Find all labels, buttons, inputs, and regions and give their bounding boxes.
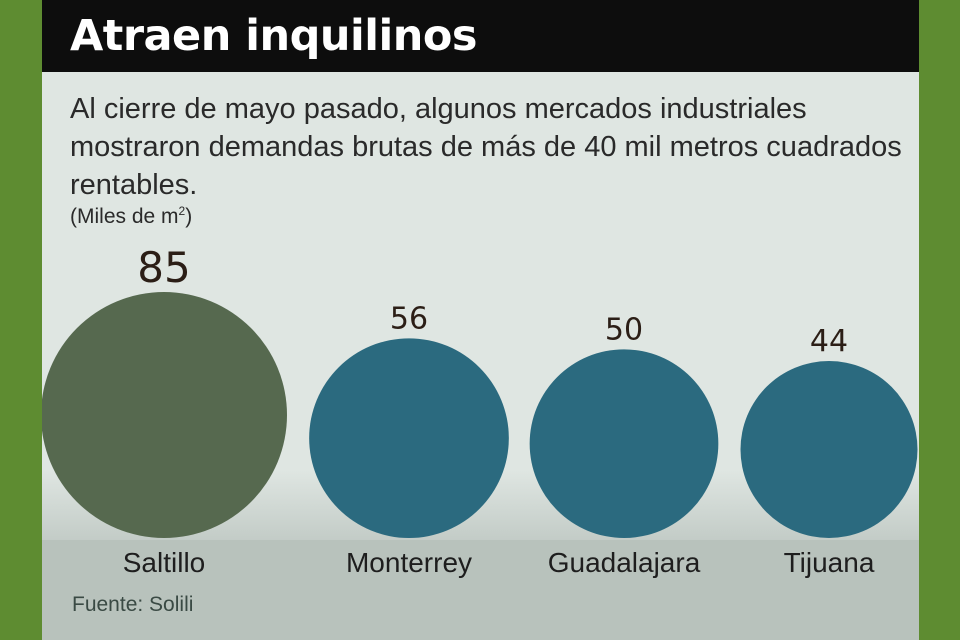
value-label: 44 <box>810 324 848 359</box>
category-label: Guadalajara <box>548 547 701 578</box>
value-label: 50 <box>605 312 643 347</box>
unit-text: (Miles de m <box>70 205 179 228</box>
unit-superscript: 2 <box>178 204 186 218</box>
category-label: Monterrey <box>346 547 472 578</box>
header-bar: Atraen inquilinos <box>42 0 919 72</box>
chart-title: Atraen inquilinos <box>70 11 478 61</box>
bubble-guadalajara <box>529 349 719 538</box>
unit-label: (Miles de m2) <box>70 204 192 229</box>
category-label: Tijuana <box>784 547 875 578</box>
bubble-chart: 85 Saltillo 56 Monterrey 50 Guadalajara 44 Tiju… <box>42 243 918 578</box>
source-note: Fuente: Solili <box>72 593 194 616</box>
unit-close: ) <box>185 205 193 228</box>
bubble-tijuana <box>740 361 918 538</box>
bubble-monterrey <box>309 338 509 538</box>
value-label: 56 <box>390 301 428 336</box>
infographic-panel: Atraen inquilinos Al cierre de mayo pasa… <box>42 0 919 640</box>
category-label: Saltillo <box>123 547 205 578</box>
chart-subtitle: Al cierre de mayo pasado, algunos mercad… <box>70 93 902 201</box>
value-label: 85 <box>137 243 190 292</box>
bubble-saltillo <box>42 292 287 538</box>
bottom-band <box>42 540 919 640</box>
